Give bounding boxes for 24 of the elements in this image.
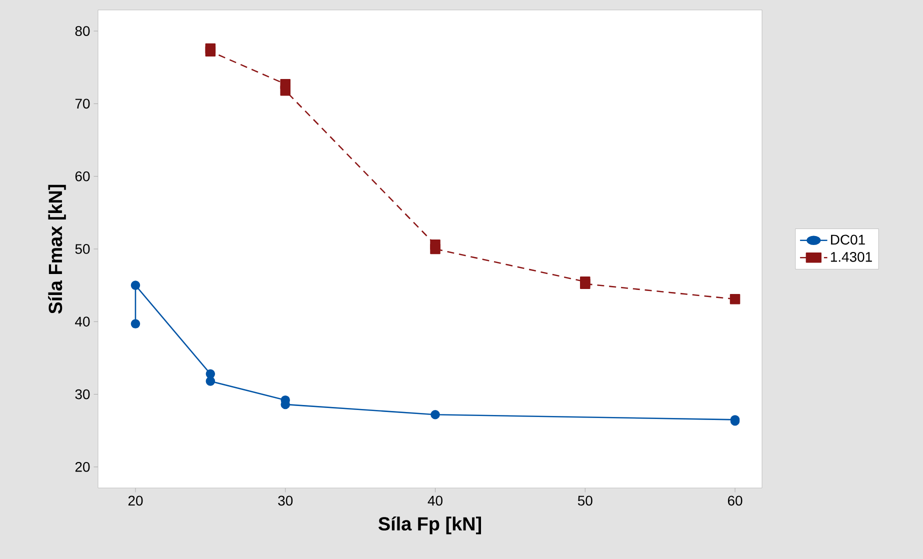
legend-label: DC01 [831,234,865,245]
x-axis-title: Síla Fp [kN] [378,516,481,534]
x-tick-label: 50 [578,496,592,506]
legend-label: 1.4301 [830,252,872,262]
y-tick-label: 30 [75,389,90,400]
y-tick-label: 20 [75,462,90,472]
point [430,410,440,420]
point [280,85,290,96]
point [206,376,216,386]
y-tick-label: 80 [75,26,90,36]
y-axis-title: Síla Fmax [kN] [48,184,66,314]
point [130,280,140,290]
y-tick-label: 70 [75,98,90,109]
point [130,319,140,328]
y-tick-label: 50 [75,244,90,254]
x-tick-label: 40 [428,496,442,506]
point [205,46,216,57]
y-tick-label: 60 [75,171,90,182]
x-tick-label: 60 [728,496,742,506]
point [730,294,740,304]
x-tick-label: 20 [128,496,143,506]
point [430,244,440,254]
y-tick-label: 40 [75,316,90,327]
x-tick-label: 30 [278,496,293,506]
